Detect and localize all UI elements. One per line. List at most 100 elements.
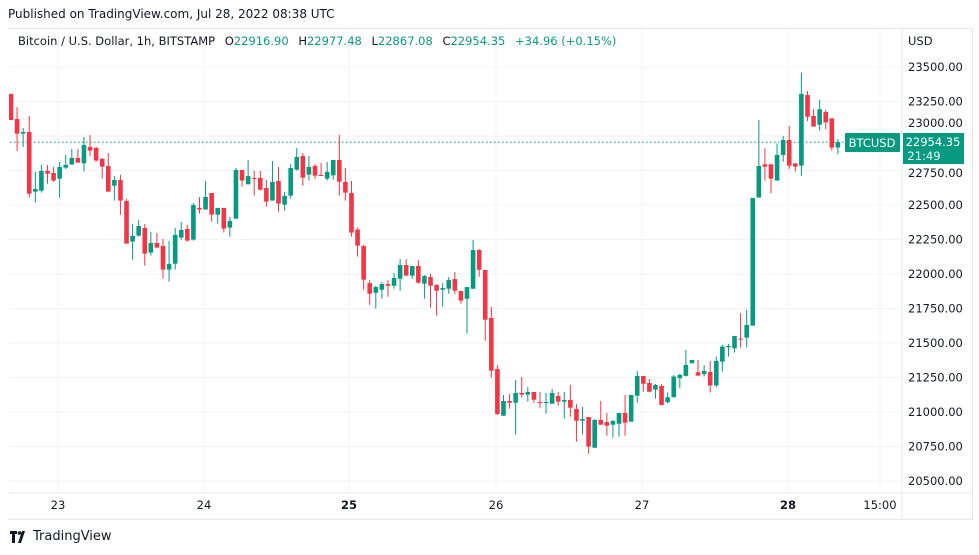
candle[interactable] xyxy=(489,306,494,378)
candle[interactable] xyxy=(136,219,141,237)
candle[interactable] xyxy=(835,139,841,155)
candle[interactable] xyxy=(622,395,628,436)
candle[interactable] xyxy=(574,403,579,442)
candle[interactable] xyxy=(300,152,306,186)
candle[interactable] xyxy=(81,136,87,172)
candle[interactable] xyxy=(616,412,622,437)
candle[interactable] xyxy=(495,365,500,416)
candle[interactable] xyxy=(786,125,792,169)
candle[interactable] xyxy=(604,412,610,436)
candle[interactable] xyxy=(531,391,537,403)
candle[interactable] xyxy=(178,221,184,240)
candle[interactable] xyxy=(312,164,318,179)
candle[interactable] xyxy=(537,391,543,408)
candle[interactable] xyxy=(209,192,214,222)
candle[interactable] xyxy=(75,148,81,163)
candle[interactable] xyxy=(373,285,379,309)
candle[interactable] xyxy=(641,375,646,392)
candle[interactable] xyxy=(51,166,56,182)
candle[interactable] xyxy=(446,277,452,294)
candle[interactable] xyxy=(677,373,683,389)
candle[interactable] xyxy=(142,223,148,266)
candle[interactable] xyxy=(343,168,348,201)
candle[interactable] xyxy=(264,179,269,207)
candle[interactable] xyxy=(665,392,670,404)
candle[interactable] xyxy=(227,217,233,237)
candle[interactable] xyxy=(239,169,245,187)
candle[interactable] xyxy=(215,207,221,224)
candle[interactable] xyxy=(428,274,433,308)
candle[interactable] xyxy=(8,93,14,120)
candle[interactable] xyxy=(738,313,743,348)
candle[interactable] xyxy=(306,156,312,181)
candle[interactable] xyxy=(501,395,506,416)
candle[interactable] xyxy=(385,280,391,297)
candle[interactable] xyxy=(774,143,780,181)
candle[interactable] xyxy=(726,343,731,357)
candle[interactable] xyxy=(720,344,725,372)
candle[interactable] xyxy=(403,259,409,276)
candle[interactable] xyxy=(45,164,50,184)
candle[interactable] xyxy=(361,245,366,290)
candle[interactable] xyxy=(482,269,488,341)
candle[interactable] xyxy=(409,265,415,279)
candle[interactable] xyxy=(610,420,616,438)
candle[interactable] xyxy=(14,107,20,151)
candle[interactable] xyxy=(154,233,160,248)
candle[interactable] xyxy=(318,162,324,177)
candle[interactable] xyxy=(26,115,32,198)
candle[interactable] xyxy=(99,157,105,179)
candle[interactable] xyxy=(172,227,178,270)
candle[interactable] xyxy=(756,119,762,198)
candle[interactable] xyxy=(434,284,439,316)
candle[interactable] xyxy=(507,394,512,409)
candle[interactable] xyxy=(793,163,798,172)
candle[interactable] xyxy=(20,127,26,147)
candle[interactable] xyxy=(203,180,208,210)
candle[interactable] xyxy=(701,364,707,377)
candle[interactable] xyxy=(148,231,154,256)
candle[interactable] xyxy=(105,152,111,192)
candle[interactable] xyxy=(561,391,567,419)
candle[interactable] xyxy=(69,148,75,165)
candle[interactable] xyxy=(355,227,360,257)
candle[interactable] xyxy=(750,197,756,326)
candle[interactable] xyxy=(659,383,664,406)
candle[interactable] xyxy=(124,198,129,244)
candle[interactable] xyxy=(367,280,373,305)
candle[interactable] xyxy=(732,335,737,353)
candle[interactable] xyxy=(549,388,555,404)
candle[interactable] xyxy=(185,224,190,242)
candle[interactable] xyxy=(87,135,93,157)
candle[interactable] xyxy=(233,168,239,219)
footer-brand[interactable]: TradingView xyxy=(10,529,112,544)
candle[interactable] xyxy=(397,259,403,291)
candle[interactable] xyxy=(780,136,786,162)
candle[interactable] xyxy=(823,109,829,129)
candle[interactable] xyxy=(695,359,701,377)
candle[interactable] xyxy=(422,275,427,299)
candle[interactable] xyxy=(330,160,336,180)
candle[interactable] xyxy=(634,371,640,403)
candle[interactable] xyxy=(811,109,816,127)
candle[interactable] xyxy=(476,249,482,277)
candle[interactable] xyxy=(197,196,202,214)
candle[interactable] xyxy=(130,223,135,260)
candle[interactable] xyxy=(762,148,768,181)
candle[interactable] xyxy=(628,395,634,422)
candle[interactable] xyxy=(707,360,713,393)
candle[interactable] xyxy=(568,384,573,417)
candle[interactable] xyxy=(160,238,166,279)
candle[interactable] xyxy=(337,134,342,196)
candle[interactable] xyxy=(257,170,263,191)
candle[interactable] xyxy=(324,161,330,181)
candle[interactable] xyxy=(580,407,585,435)
candle[interactable] xyxy=(349,180,354,237)
candle[interactable] xyxy=(805,91,810,121)
candle[interactable] xyxy=(166,240,172,282)
candle[interactable] xyxy=(245,160,251,185)
candle[interactable] xyxy=(282,191,287,211)
candle[interactable] xyxy=(829,118,835,151)
candle[interactable] xyxy=(744,309,749,348)
